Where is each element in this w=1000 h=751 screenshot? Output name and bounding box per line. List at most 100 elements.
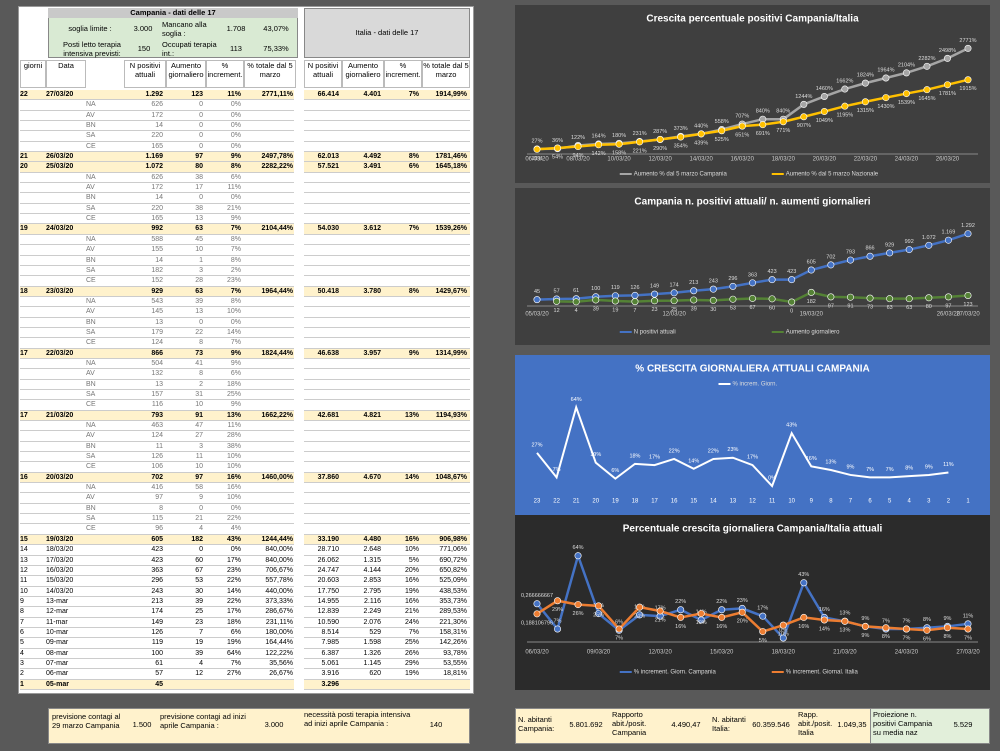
table-row [20, 255, 294, 266]
data-label: 1781% [939, 91, 956, 97]
data-point [670, 289, 678, 297]
table-cell: 66.414 [317, 91, 339, 98]
table-cell: 4 [199, 659, 203, 667]
table-row [304, 90, 470, 101]
table-cell: 91 [195, 411, 203, 419]
table-cell: 25 [195, 608, 203, 616]
table-cell: 2.249 [363, 608, 381, 616]
data-point [729, 295, 737, 303]
table-cell: 13-mar [46, 597, 69, 605]
table-cell: 100 [151, 649, 163, 657]
data-point [800, 579, 808, 587]
table-row [304, 296, 470, 308]
table-cell: 13 [195, 215, 203, 223]
table-cell: CE [86, 215, 96, 223]
data-label: 558% [715, 119, 729, 125]
table-cell: 157 [151, 391, 163, 398]
data-label: 423 [767, 269, 776, 275]
x-tick-label: 8 [829, 499, 833, 505]
table-row [20, 493, 294, 504]
footer-value: 4.490,47 [671, 720, 701, 729]
data-label: 73 [867, 305, 873, 311]
table-cell: 20% [404, 566, 419, 574]
data-point [718, 613, 726, 621]
table-cell: 2.853 [363, 577, 381, 585]
table-cell: 7% [408, 91, 419, 98]
table-cell: 10% [226, 308, 241, 316]
data-label: 7% [866, 467, 874, 473]
table-cell: 463 [151, 422, 163, 430]
footer-label: N. abitanti Campania: [518, 715, 555, 733]
table-row [20, 472, 294, 484]
table-cell: 19/03/20 [46, 535, 74, 543]
x-tick-label: 16 [671, 499, 678, 505]
table-row [304, 627, 470, 639]
table-row [20, 524, 294, 535]
table-cell: 1194,93% [435, 411, 467, 419]
table-cell: BN [86, 380, 96, 388]
table-cell: 13 [20, 556, 28, 564]
table-cell: 9 [20, 597, 24, 605]
table-cell: 96 [155, 525, 163, 533]
data-label: 0,266666667 [521, 593, 553, 599]
data-label: 9% [846, 464, 854, 470]
data-label: 43% [786, 423, 797, 429]
data-point [827, 261, 835, 269]
table-cell: 1662,22% [261, 411, 293, 419]
table-cell: 353,73% [439, 597, 467, 605]
table-row [304, 607, 470, 618]
table-cell: 11% [227, 91, 241, 98]
table-cell: 0% [230, 318, 241, 326]
data-label: 23% [737, 598, 748, 604]
data-point [779, 118, 787, 126]
table-row [304, 234, 470, 246]
table-cell: 19 [195, 639, 203, 647]
table-cell: 06-mar [46, 670, 69, 678]
x-tick-label: 26/03/20 [936, 157, 960, 163]
table-cell: 179 [151, 328, 163, 336]
data-label: 91 [847, 304, 853, 310]
table-cell: 0 [199, 194, 203, 202]
table-cell: 9 [199, 494, 203, 502]
data-label: 11% [943, 462, 954, 468]
table-cell: 123 [191, 91, 203, 98]
table-row [20, 638, 294, 649]
table-cell: 1429,67% [435, 287, 467, 295]
x-tick-label: 11 [769, 499, 776, 505]
table-row [304, 669, 470, 680]
x-tick-label: 10 [788, 499, 795, 505]
table-row [304, 183, 470, 194]
table-cell: 706,67% [265, 566, 293, 574]
table-cell: 13 [155, 380, 163, 388]
table-row [20, 421, 294, 432]
table-cell: 17/03/20 [46, 556, 74, 564]
table-cell: AV [86, 370, 95, 378]
data-label: 651% [735, 133, 749, 139]
table-cell: 10 [195, 246, 203, 254]
data-point [964, 230, 972, 238]
table-row [304, 483, 470, 494]
data-point [738, 122, 746, 130]
table-row [20, 369, 294, 380]
data-point [925, 241, 933, 249]
table-row [304, 555, 470, 566]
x-tick-label: 14 [710, 499, 717, 505]
data-point [595, 602, 603, 610]
table-cell: 7.985 [321, 639, 339, 647]
table-cell: 2.116 [364, 597, 381, 605]
data-point [943, 54, 951, 62]
data-label: 793 [846, 250, 855, 256]
table-cell: 12 [20, 566, 28, 574]
table-cell: 14 [155, 194, 163, 202]
table-cell: 67 [195, 566, 203, 574]
table-cell: 12.839 [317, 608, 339, 616]
table-cell: 243 [151, 587, 163, 595]
table-cell: 0 [199, 122, 203, 130]
table-cell: 10% [404, 546, 419, 554]
table-cell: 14 [155, 122, 163, 130]
data-point [768, 295, 776, 303]
table-cell: 126 [151, 453, 163, 461]
data-label: 907% [797, 123, 811, 129]
table-cell: 28% [226, 432, 241, 440]
data-point [656, 607, 664, 615]
